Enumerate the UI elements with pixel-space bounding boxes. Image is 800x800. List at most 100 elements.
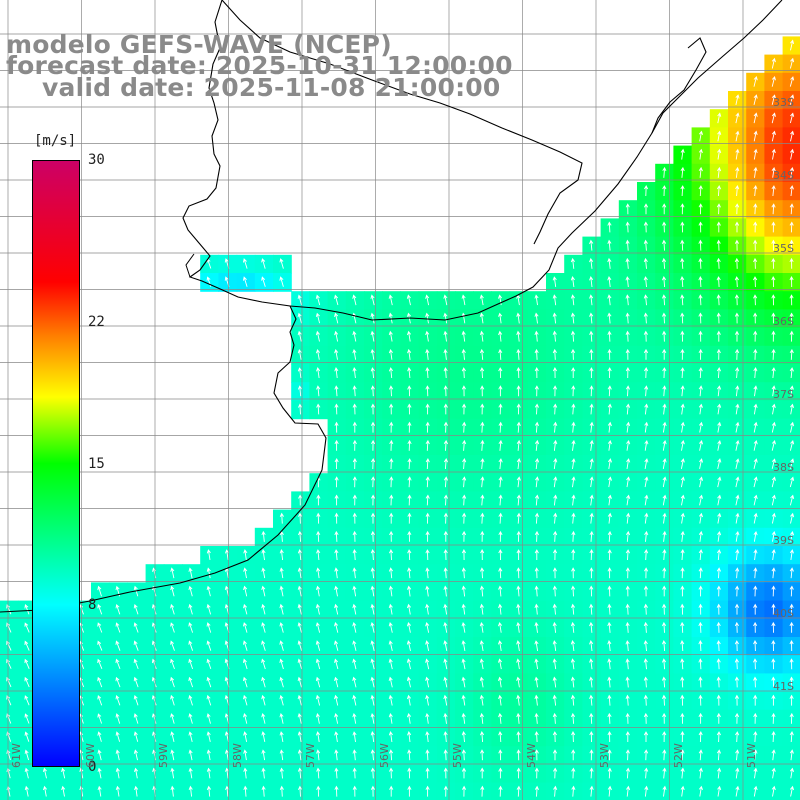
wind-arrow <box>224 749 230 761</box>
wind-arrow <box>516 731 521 743</box>
wind-arrow <box>717 767 722 779</box>
wind-arrow <box>206 749 211 761</box>
field-cell <box>618 436 638 456</box>
wind-arrow <box>698 221 703 233</box>
wind-arrow <box>735 385 740 397</box>
wind-arrow <box>371 439 376 451</box>
wind-arrow <box>662 512 667 524</box>
wind-arrow <box>352 530 357 542</box>
wind-arrow <box>789 185 794 197</box>
wind-arrow <box>498 421 503 433</box>
wind-arrow <box>662 603 667 615</box>
wind-arrow <box>662 385 667 397</box>
wind-arrow <box>480 785 485 797</box>
wind-arrow <box>661 294 667 306</box>
wind-arrow <box>534 403 540 415</box>
wind-arrow <box>607 312 612 324</box>
wind-arrow <box>388 367 394 379</box>
wind-arrow <box>680 348 685 360</box>
wind-arrow <box>625 621 630 633</box>
wind-arrow <box>115 767 120 779</box>
wind-arrow <box>644 785 649 797</box>
wind-arrow <box>315 603 320 615</box>
longitude-label: 52W <box>671 743 685 768</box>
wind-arrow <box>680 166 685 178</box>
wind-arrow <box>661 658 667 670</box>
wind-arrow <box>789 148 795 160</box>
wind-arrow <box>589 603 594 615</box>
wind-arrow <box>643 276 648 288</box>
wind-arrow <box>279 658 284 670</box>
wind-arrow <box>534 494 540 506</box>
wind-arrow <box>680 439 685 451</box>
wind-arrow <box>552 676 557 688</box>
wind-arrow <box>789 57 795 69</box>
wind-arrow <box>534 348 539 360</box>
wind-arrow <box>315 694 321 706</box>
field-cell <box>746 509 765 529</box>
field-cell <box>709 418 729 438</box>
field-cell <box>546 455 565 474</box>
wind-arrow <box>571 494 576 506</box>
wind-arrow <box>753 166 758 178</box>
field-cell <box>728 473 747 492</box>
field-cell <box>691 400 711 420</box>
wind-arrow <box>334 403 339 415</box>
field-cell <box>655 436 674 456</box>
field-cell <box>709 473 729 492</box>
wind-arrow <box>170 767 175 779</box>
wind-arrow <box>133 622 139 633</box>
wind-arrow <box>516 621 521 633</box>
wind-arrow <box>716 367 722 379</box>
wind-arrow <box>407 512 412 524</box>
wind-arrow <box>224 731 229 742</box>
wind-arrow <box>698 166 703 178</box>
wind-arrow <box>789 403 795 415</box>
wind-arrow <box>443 476 449 488</box>
field-cell <box>728 455 747 474</box>
wind-arrow <box>133 767 139 779</box>
wind-arrow <box>425 694 430 706</box>
wind-arrow <box>607 549 612 561</box>
wind-arrow <box>388 294 393 306</box>
wind-arrow <box>734 312 739 324</box>
wind-arrow <box>552 348 557 360</box>
wind-arrow <box>571 530 576 542</box>
wind-arrow <box>243 549 248 560</box>
wind-arrow <box>553 785 558 797</box>
wind-arrow <box>771 367 776 379</box>
wind-arrow <box>771 148 776 160</box>
wind-arrow <box>497 640 503 651</box>
wind-arrow <box>389 458 394 470</box>
wind-arrow <box>735 148 740 160</box>
wind-arrow <box>680 403 685 415</box>
wind-arrow <box>316 494 321 506</box>
wind-arrow <box>570 676 575 688</box>
wind-arrow <box>607 421 612 433</box>
field-cell <box>728 491 747 511</box>
wind-arrow <box>570 603 576 615</box>
wind-arrow <box>607 676 612 688</box>
wind-arrow <box>589 530 594 542</box>
wind-arrow <box>734 676 739 688</box>
wind-arrow <box>170 676 175 688</box>
field-cell <box>655 491 674 511</box>
wind-arrow <box>753 512 758 524</box>
wind-arrow <box>607 439 612 451</box>
latitude-label: 35S <box>773 242 794 255</box>
wind-arrow <box>6 640 12 651</box>
longitude-label: 53W <box>598 743 611 768</box>
wind-arrow <box>443 330 448 342</box>
wind-arrow <box>716 330 721 342</box>
wind-arrow <box>571 512 576 524</box>
wind-arrow <box>698 767 703 779</box>
wind-arrow <box>206 731 211 742</box>
wind-arrow <box>753 403 758 415</box>
field-cell <box>746 764 765 784</box>
wind-arrow <box>370 512 376 524</box>
wind-arrow <box>680 712 685 724</box>
field-cell <box>764 491 784 511</box>
wind-arrow <box>352 348 357 360</box>
wind-arrow <box>315 312 321 324</box>
wind-arrow <box>716 731 721 743</box>
